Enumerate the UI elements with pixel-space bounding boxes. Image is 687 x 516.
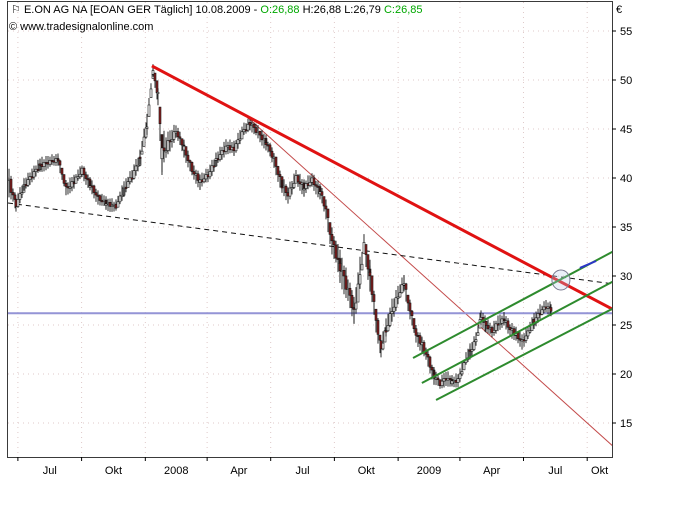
quote-date: 10.08.2009 bbox=[195, 4, 251, 16]
y-tick-label: 45 bbox=[620, 124, 632, 136]
y-tick-label: 40 bbox=[620, 173, 632, 185]
x-tick-label: Jul bbox=[296, 465, 310, 477]
y-tick-label: 35 bbox=[620, 222, 632, 234]
x-tick-label: Jul bbox=[43, 465, 57, 477]
x-tick-label: Jul bbox=[548, 465, 562, 477]
high-value: H:26,88 bbox=[302, 4, 342, 16]
gridlines bbox=[8, 2, 612, 457]
x-tick-label: Apr bbox=[483, 465, 500, 477]
close-value: C:26,85 bbox=[383, 4, 423, 16]
y-tick-label: 20 bbox=[620, 369, 632, 381]
y-tick-label: 30 bbox=[620, 271, 632, 283]
confluence-circle bbox=[551, 269, 571, 291]
plot-frame bbox=[7, 1, 613, 458]
highlight-segment bbox=[579, 260, 597, 269]
y-tick-label: 25 bbox=[620, 320, 632, 332]
low-value: L:26,79 bbox=[344, 4, 381, 16]
secondary-downtrend-line bbox=[245, 115, 612, 446]
x-tick-label: Apr bbox=[230, 465, 247, 477]
uptrend-channel-lower bbox=[435, 307, 612, 401]
flag-icon: ⚐ bbox=[11, 4, 21, 16]
copyright-notice: © www.tradesignalonline.com bbox=[9, 21, 154, 33]
separator: - bbox=[253, 4, 258, 16]
x-tick-label: 2009 bbox=[417, 465, 441, 477]
y-axis: €55 50 45 40 35 30 25 20 15 bbox=[612, 4, 632, 430]
chart-header: ⚐ E.ON AG NA [EOAN GER Täglich] 10.08.20… bbox=[11, 4, 422, 16]
plot-area bbox=[8, 2, 612, 457]
x-tick-label: 2008 bbox=[164, 465, 188, 477]
x-tick-label: Okt bbox=[105, 465, 122, 477]
long-term-dashed-trendline bbox=[8, 202, 612, 285]
candlestick-series bbox=[8, 64, 553, 389]
x-tick-label: Okt bbox=[591, 465, 608, 477]
uptrend-channel-middle bbox=[421, 280, 612, 384]
currency-symbol: € bbox=[616, 4, 622, 16]
instrument-title: E.ON AG NA [EOAN GER Täglich] bbox=[23, 4, 193, 16]
x-axis: Jul Okt 2008 Apr Jul Okt 2009 Apr Jul Okt bbox=[17, 457, 608, 477]
x-tick-label: Okt bbox=[358, 465, 375, 477]
open-value: O:26,88 bbox=[260, 4, 300, 16]
primary-downtrend-line bbox=[151, 64, 612, 311]
y-tick-label: 50 bbox=[620, 75, 632, 87]
uptrend-channel-upper bbox=[412, 250, 612, 359]
y-tick-label: 55 bbox=[620, 26, 632, 38]
y-tick-label: 15 bbox=[620, 418, 632, 430]
